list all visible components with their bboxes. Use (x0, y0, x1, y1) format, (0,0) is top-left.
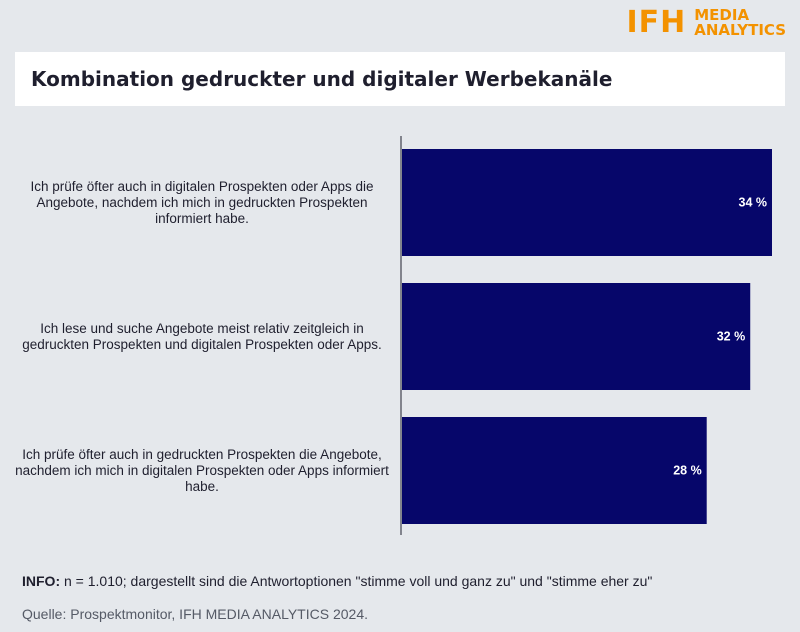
bar-value-label: 34 % (739, 196, 768, 210)
bar (402, 149, 772, 256)
info-note: INFO: n = 1.010; dargestellt sind die An… (22, 573, 652, 589)
category-label: Ich prüfe öfter auch in gedruckten Prosp… (15, 446, 389, 494)
logo-line-2: ANALYTICS (694, 21, 786, 39)
bar (402, 283, 751, 390)
category-label: Ich lese und suche Angebote meist relati… (22, 320, 382, 352)
info-label: INFO: (22, 573, 61, 589)
logo-mark: IFH (626, 5, 687, 40)
category-label: Ich prüfe öfter auch in digitalen Prospe… (30, 178, 374, 226)
bar-value-label: 32 % (717, 330, 746, 344)
logo-wordmark: MEDIA ANALYTICS (694, 8, 786, 38)
title-panel: Kombination gedruckter und digitaler Wer… (15, 52, 785, 106)
logo-line-1: MEDIA (694, 6, 750, 24)
info-text: n = 1.010; dargestellt sind die Antworto… (64, 573, 653, 589)
source-note: Quelle: Prospektmonitor, IFH MEDIA ANALY… (22, 606, 368, 622)
chart-title: Kombination gedruckter und digitaler Wer… (31, 67, 613, 91)
bar-value-label: 28 % (673, 464, 702, 478)
bar (402, 417, 707, 524)
brand-logo: IFH MEDIA ANALYTICS (626, 8, 786, 38)
